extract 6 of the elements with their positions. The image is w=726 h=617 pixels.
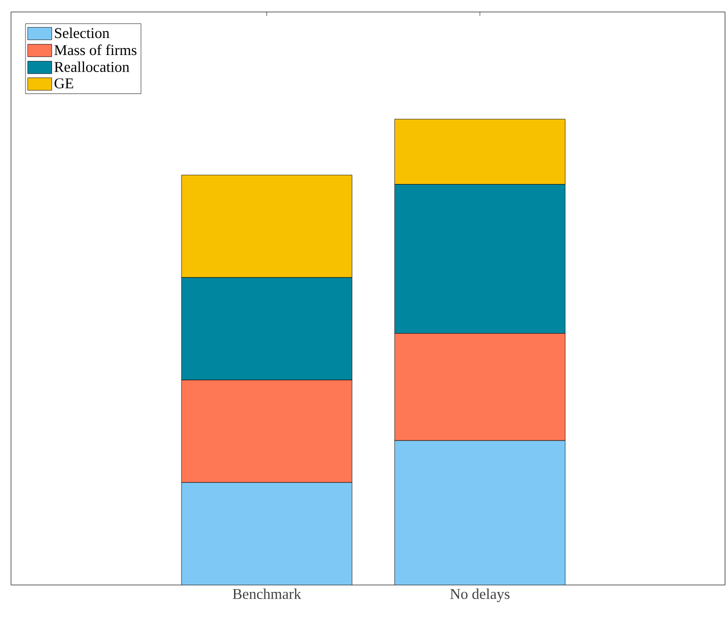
legend-label: Reallocation — [54, 61, 130, 72]
legend-label: GE — [54, 78, 74, 88]
x-tick-label: Benchmark — [232, 588, 302, 600]
legend-label: Mass of firms — [54, 44, 136, 56]
legend-label: Selection — [54, 28, 110, 38]
x-tick-label: No delays — [450, 588, 510, 602]
